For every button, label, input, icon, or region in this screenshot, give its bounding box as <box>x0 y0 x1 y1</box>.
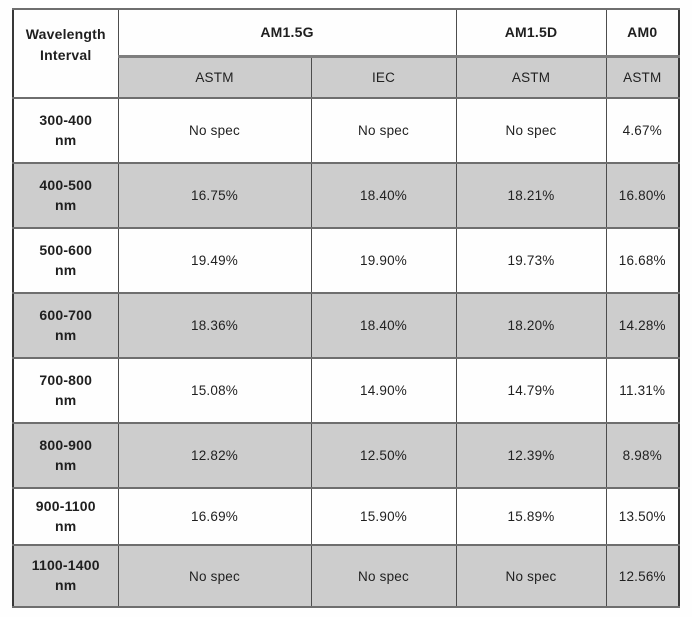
sub-header-astm-am15g: ASTM <box>117 54 312 99</box>
value-cell: 18.21% <box>455 162 607 229</box>
interval-range: 700-800 <box>39 371 93 388</box>
value-cell: 16.68% <box>605 227 680 294</box>
value-cell: 11.31% <box>605 357 680 424</box>
value-cell: 12.56% <box>605 544 680 608</box>
value-cell: 18.40% <box>310 162 457 229</box>
value-cell: 15.89% <box>455 487 607 546</box>
table-row: 900-1100 nm 16.69% 15.90% 15.89% 13.50% <box>12 487 680 546</box>
interval-range: 400-500 <box>39 176 93 193</box>
value-cell: 4.67% <box>605 97 680 164</box>
value-cell: 12.50% <box>310 422 457 489</box>
interval-range: 800-900 <box>39 436 93 453</box>
table-row: 500-600 nm 19.49% 19.90% 19.73% 16.68% <box>12 227 680 294</box>
value-cell: 19.90% <box>310 227 457 294</box>
value-cell: 12.39% <box>455 422 607 489</box>
table-row: 300-400 nm No spec No spec No spec 4.67% <box>12 97 680 164</box>
value-cell: No spec <box>117 544 312 608</box>
value-cell: 12.82% <box>117 422 312 489</box>
table-row: 600-700 nm 18.36% 18.40% 18.20% 14.28% <box>12 292 680 359</box>
value-cell: No spec <box>455 97 607 164</box>
value-cell: 14.79% <box>455 357 607 424</box>
corner-header-wavelength-interval: Wavelength Interval <box>12 8 119 99</box>
spectral-distribution-table: Wavelength Interval AM1.5G AM1.5D AM0 AS… <box>12 8 681 608</box>
interval-cell: 400-500 nm <box>12 162 119 229</box>
value-cell: 8.98% <box>605 422 680 489</box>
table-row: 700-800 nm 15.08% 14.90% 14.79% 11.31% <box>12 357 680 424</box>
interval-range: 600-700 <box>39 306 93 323</box>
interval-range: 1100-1400 <box>31 557 100 574</box>
value-cell: 13.50% <box>605 487 680 546</box>
col-group-am15d: AM1.5D <box>455 8 607 57</box>
value-cell: 19.73% <box>455 227 607 294</box>
interval-unit: nm <box>55 196 77 213</box>
value-cell: 16.69% <box>117 487 312 546</box>
value-cell: No spec <box>117 97 312 164</box>
interval-range: 500-600 <box>39 241 93 258</box>
value-cell: No spec <box>310 97 457 164</box>
value-cell: 18.40% <box>310 292 457 359</box>
interval-unit: nm <box>55 391 77 408</box>
interval-unit: nm <box>55 131 77 148</box>
sub-header-iec-am15g: IEC <box>310 54 457 99</box>
table-row: 800-900 nm 12.82% 12.50% 12.39% 8.98% <box>12 422 680 489</box>
sub-header-astm-am15d: ASTM <box>455 54 607 99</box>
value-cell: 16.75% <box>117 162 312 229</box>
col-group-am15g: AM1.5G <box>117 8 457 57</box>
interval-unit: nm <box>55 577 77 593</box>
interval-unit: nm <box>55 517 77 534</box>
header-row-groups: Wavelength Interval AM1.5G AM1.5D AM0 <box>12 8 680 99</box>
interval-cell: 800-900 nm <box>12 422 119 489</box>
value-cell: No spec <box>455 544 607 608</box>
interval-range: 900-1100 <box>35 497 96 514</box>
interval-cell: 500-600 nm <box>12 227 119 294</box>
interval-unit: nm <box>55 326 77 343</box>
interval-cell: 600-700 nm <box>12 292 119 359</box>
interval-range: 300-400 <box>39 111 93 128</box>
interval-unit: nm <box>55 261 77 278</box>
value-cell: 16.80% <box>605 162 680 229</box>
interval-cell: 1100-1400 nm <box>12 544 119 608</box>
header-row-standards: ASTM IEC ASTM ASTM <box>13 54 680 99</box>
value-cell: 15.90% <box>310 487 457 546</box>
value-cell: 14.28% <box>605 292 680 359</box>
col-group-am0: AM0 <box>605 8 680 57</box>
interval-cell: 900-1100 nm <box>12 487 119 546</box>
value-cell: 15.08% <box>117 357 312 424</box>
interval-cell: 300-400 nm <box>12 97 119 164</box>
interval-cell: 700-800 nm <box>12 357 119 424</box>
value-cell: 14.90% <box>310 357 457 424</box>
value-cell: 19.49% <box>117 227 312 294</box>
table-row: 400-500 nm 16.75% 18.40% 18.21% 16.80% <box>12 162 680 229</box>
value-cell: No spec <box>310 544 457 608</box>
value-cell: 18.36% <box>117 292 312 359</box>
value-cell: 18.20% <box>455 292 607 359</box>
interval-unit: nm <box>55 456 77 473</box>
table-row: 1100-1400 nm No spec No spec No spec 12.… <box>12 544 680 608</box>
sub-header-astm-am0: ASTM <box>605 54 680 99</box>
